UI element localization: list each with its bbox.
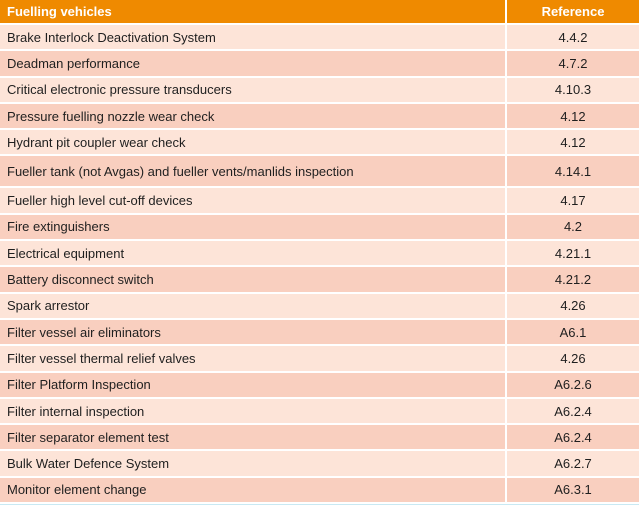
row-reference-cell: 4.7.2 xyxy=(506,50,639,78)
table-row: Filter Platform Inspection A6.2.6 xyxy=(0,371,639,399)
row-reference-cell: 4.4.2 xyxy=(506,24,639,52)
row-name-cell: Filter Platform Inspection xyxy=(0,371,507,399)
table-row: Battery disconnect switch 4.21.2 xyxy=(0,266,639,294)
row-reference-cell: 4.26 xyxy=(506,345,639,373)
row-name-cell: Critical electronic pressure transducers xyxy=(0,76,507,104)
row-name-cell: Monitor element change xyxy=(0,476,507,505)
row-reference-cell: A6.2.7 xyxy=(506,450,639,478)
table-row: Filter separator element test A6.2.4 xyxy=(0,424,639,452)
row-name-cell: Fire extinguishers xyxy=(0,213,507,242)
table-row: Fire extinguishers 4.2 xyxy=(0,213,639,242)
row-name-cell: Electrical equipment xyxy=(0,240,507,268)
table-row: Spark arrestor 4.26 xyxy=(0,292,639,320)
table-row: Filter internal inspection A6.2.4 xyxy=(0,397,639,426)
row-reference-cell: 4.14.1 xyxy=(506,155,639,189)
row-reference-cell: 4.12 xyxy=(506,129,639,157)
row-reference-cell: A6.2.4 xyxy=(506,424,639,452)
row-reference-cell: A6.2.6 xyxy=(506,371,639,399)
table-row: Electrical equipment 4.21.1 xyxy=(0,240,639,268)
row-name-cell: Filter vessel thermal relief valves xyxy=(0,345,507,373)
row-reference-cell: 4.2 xyxy=(506,213,639,242)
row-name-cell: Fueller tank (not Avgas) and fueller ven… xyxy=(0,155,507,189)
row-reference-cell: 4.12 xyxy=(506,102,639,131)
table-row: Pressure fuelling nozzle wear check 4.12 xyxy=(0,102,639,131)
row-name-cell: Battery disconnect switch xyxy=(0,266,507,294)
row-name-cell: Filter vessel air eliminators xyxy=(0,318,507,347)
table-row: Hydrant pit coupler wear check 4.12 xyxy=(0,129,639,157)
table-row: Filter vessel thermal relief valves 4.26 xyxy=(0,345,639,373)
row-reference-cell: 4.10.3 xyxy=(506,76,639,104)
row-name-cell: Pressure fuelling nozzle wear check xyxy=(0,102,507,131)
header-fuelling-vehicles: Fuelling vehicles xyxy=(0,0,507,25)
table-row: Fueller high level cut-off devices 4.17 xyxy=(0,187,639,215)
row-reference-cell: 4.21.2 xyxy=(506,266,639,294)
row-name-cell: Fueller high level cut-off devices xyxy=(0,187,507,215)
table-row: Bulk Water Defence System A6.2.7 xyxy=(0,450,639,478)
row-reference-cell: 4.21.1 xyxy=(506,240,639,268)
row-reference-cell: A6.1 xyxy=(506,318,639,347)
table-row: Deadman performance 4.7.2 xyxy=(0,50,639,78)
table-row: Critical electronic pressure transducers… xyxy=(0,76,639,104)
table-body: Brake Interlock Deactivation System 4.4.… xyxy=(0,24,639,505)
header-reference: Reference xyxy=(506,0,639,25)
table-row: Filter vessel air eliminators A6.1 xyxy=(0,318,639,347)
table-row: Fueller tank (not Avgas) and fueller ven… xyxy=(0,155,639,189)
table-row: Monitor element change A6.3.1 xyxy=(0,476,639,505)
row-name-cell: Spark arrestor xyxy=(0,292,507,320)
row-reference-cell: A6.2.4 xyxy=(506,397,639,426)
row-name-cell: Filter separator element test xyxy=(0,424,507,452)
row-name-cell: Bulk Water Defence System xyxy=(0,450,507,478)
row-reference-cell: 4.17 xyxy=(506,187,639,215)
row-reference-cell: 4.26 xyxy=(506,292,639,320)
row-reference-cell: A6.3.1 xyxy=(506,476,639,505)
table-header-row: Fuelling vehicles Reference xyxy=(0,0,639,25)
table-row: Brake Interlock Deactivation System 4.4.… xyxy=(0,24,639,52)
row-name-cell: Filter internal inspection xyxy=(0,397,507,426)
row-name-cell: Deadman performance xyxy=(0,50,507,78)
row-name-cell: Hydrant pit coupler wear check xyxy=(0,129,507,157)
row-name-cell: Brake Interlock Deactivation System xyxy=(0,24,507,52)
